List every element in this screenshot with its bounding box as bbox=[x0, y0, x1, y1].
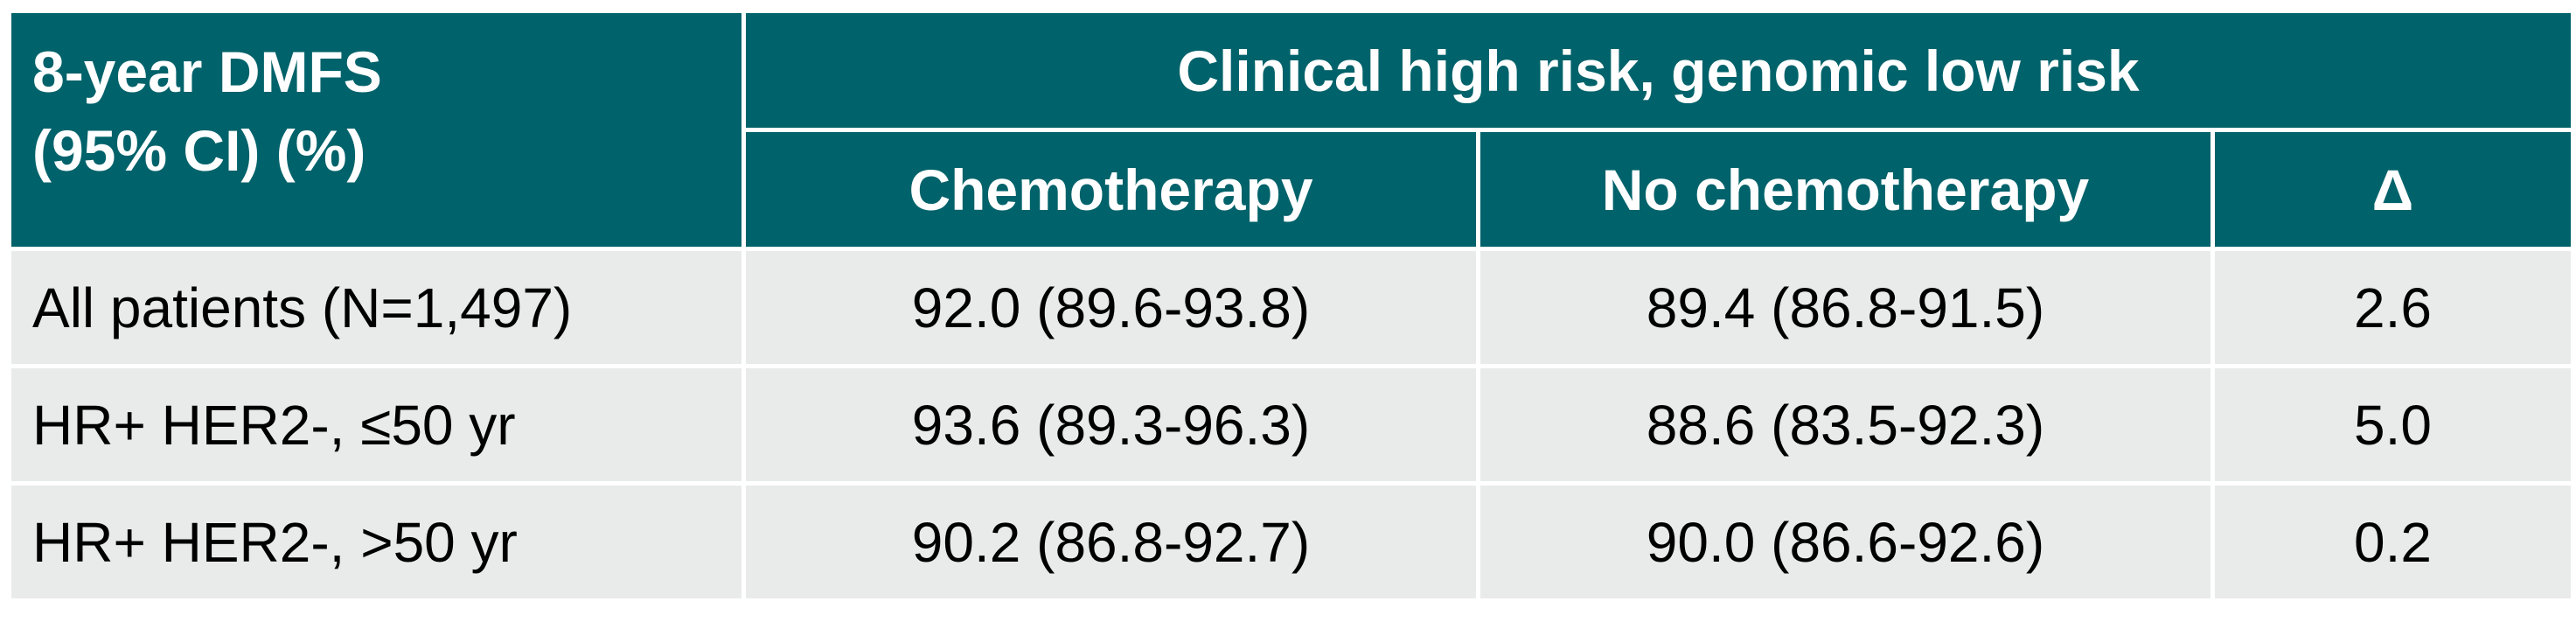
dmfs-table: 8-year DMFS (95% CI) (%) Clinical high r… bbox=[7, 9, 2576, 603]
cell-no-chemotherapy: 90.0 (86.6-92.6) bbox=[1476, 481, 2215, 603]
row-label: HR+ HER2-, >50 yr bbox=[7, 481, 746, 603]
cell-no-chemotherapy: 89.4 (86.8-91.5) bbox=[1476, 247, 2215, 368]
row-label: All patients (N=1,497) bbox=[7, 247, 746, 368]
row-label: HR+ HER2-, ≤50 yr bbox=[7, 364, 746, 486]
column-header-delta: Δ bbox=[2210, 128, 2576, 251]
table-row: HR+ HER2-, ≤50 yr 93.6 (89.3-96.3) 88.6 … bbox=[7, 364, 2576, 486]
header-row-columns: Chemotherapy No chemotherapy Δ bbox=[10, 128, 2576, 251]
group-header: Clinical high risk, genomic low risk bbox=[741, 9, 2576, 132]
cell-chemotherapy: 93.6 (89.3-96.3) bbox=[741, 364, 1480, 486]
header-row-group: 8-year DMFS (95% CI) (%) Clinical high r… bbox=[7, 9, 2576, 251]
cell-chemotherapy: 92.0 (89.6-93.8) bbox=[741, 247, 1480, 368]
corner-header-line-1: 8-year DMFS bbox=[32, 39, 382, 104]
cell-chemotherapy: 90.2 (86.8-92.7) bbox=[741, 481, 1480, 603]
table-row: All patients (N=1,497) 92.0 (89.6-93.8) … bbox=[7, 247, 2576, 368]
cell-delta: 5.0 bbox=[2210, 364, 2576, 486]
cell-delta: 2.6 bbox=[2210, 247, 2576, 368]
column-header-chemotherapy: Chemotherapy bbox=[741, 128, 1480, 251]
corner-header-line-2: (95% CI) (%) bbox=[32, 118, 366, 183]
column-header-no-chemotherapy: No chemotherapy bbox=[1476, 128, 2215, 251]
corner-header: 8-year DMFS (95% CI) (%) bbox=[7, 9, 746, 251]
cell-delta: 0.2 bbox=[2210, 481, 2576, 603]
cell-no-chemotherapy: 88.6 (83.5-92.3) bbox=[1476, 364, 2215, 486]
table-row: HR+ HER2-, >50 yr 90.2 (86.8-92.7) 90.0 … bbox=[7, 481, 2576, 603]
